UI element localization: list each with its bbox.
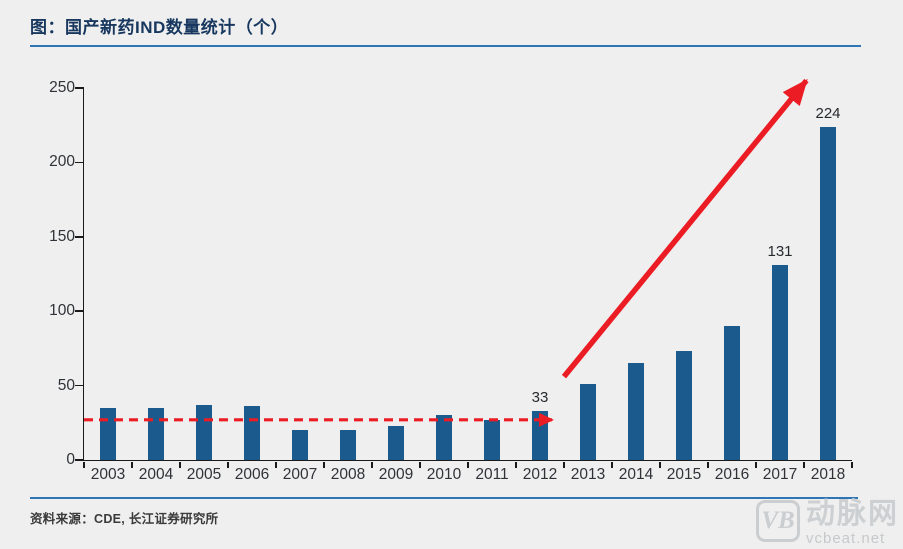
watermark-site: vcbeat.net (806, 530, 886, 547)
bar-2003 (100, 407, 116, 460)
x-axis-label: 2004 (138, 466, 174, 483)
y-axis-label: 0 (66, 451, 75, 468)
x-axis-label: 2005 (186, 466, 222, 483)
bar-2008 (340, 430, 356, 460)
y-axis-tick (75, 87, 84, 89)
title-underline (30, 45, 861, 47)
x-axis-label: 2006 (234, 466, 270, 483)
y-axis-tick (75, 384, 84, 387)
x-axis-label: 2015 (666, 466, 702, 483)
bar-2016 (724, 326, 740, 460)
y-axis-label: 100 (49, 302, 75, 320)
bar-2011 (484, 419, 500, 460)
y-axis-tick (75, 161, 84, 164)
bar-2006 (244, 406, 260, 460)
plot-area: 0 50 100 150 200 250 2003 2004 2005 2006 2007 2008 2… (49, 78, 853, 483)
y-axis-tick (75, 236, 84, 238)
x-axis-tick (83, 462, 85, 468)
x-axis-tick (419, 462, 421, 468)
watermark: VB 动脉网 vcbeat.net (756, 500, 899, 547)
x-axis-tick (179, 462, 181, 468)
bar-2004 (148, 407, 164, 460)
x-axis-label: 2014 (618, 466, 654, 483)
x-axis-tick (803, 462, 805, 468)
x-axis-tick (851, 462, 853, 468)
x-axis-label: 2013 (570, 466, 606, 483)
x-axis-label: 2016 (714, 466, 750, 483)
bar-2005 (196, 404, 212, 460)
y-axis-tick (75, 459, 84, 461)
x-axis-tick (563, 462, 565, 468)
chart-title: 图：国产新药IND数量统计（个） (30, 18, 289, 37)
y-axis-label: 200 (49, 153, 75, 171)
bar-2017 (772, 265, 788, 460)
x-axis-label: 2007 (282, 466, 318, 483)
bar-2018 (820, 126, 836, 460)
watermark-text: 动脉网 vcbeat.net (806, 498, 900, 548)
vcbeat-logo-icon: VB (756, 500, 800, 542)
bar-2007 (292, 430, 308, 460)
source-note: 资料来源：CDE, 长江证券研究所 (30, 512, 219, 526)
x-axis-tick (131, 462, 133, 468)
data-label-2018: 224 (815, 104, 841, 122)
x-axis-label: 2017 (762, 466, 798, 483)
x-axis-tick (323, 462, 325, 468)
bar-2012 (532, 410, 548, 460)
y-axis-tick (75, 310, 84, 312)
x-axis-label: 2003 (90, 466, 126, 483)
x-axis-label: 2018 (810, 466, 846, 483)
x-axis-tick (755, 462, 757, 468)
bar-2010 (436, 415, 452, 460)
bar-2015 (676, 351, 692, 460)
watermark-brand: 动脉网 (806, 498, 900, 530)
x-axis-label: 2009 (378, 466, 414, 483)
x-axis-tick (275, 462, 277, 468)
data-label-2012: 33 (531, 388, 549, 406)
x-axis-label: 2011 (475, 466, 509, 483)
x-axis-tick (227, 462, 229, 468)
x-axis-label: 2008 (330, 466, 366, 483)
bar-2009 (388, 425, 404, 460)
x-axis-label: 2012 (522, 466, 558, 483)
x-axis-tick (371, 462, 373, 468)
x-axis-tick (611, 462, 613, 468)
bar-2013 (580, 384, 596, 460)
trend-arrow (561, 78, 809, 379)
x-axis-tick (467, 462, 469, 468)
y-axis-label: 250 (49, 79, 75, 96)
x-axis-tick (659, 462, 661, 468)
y-axis-label: 150 (49, 227, 75, 245)
data-label-2017: 131 (767, 243, 793, 261)
x-axis-tick (707, 462, 709, 468)
bar-2014 (628, 363, 644, 460)
x-axis-label: 2010 (426, 466, 462, 483)
y-axis-label: 50 (57, 376, 75, 394)
footer-divider (30, 497, 858, 499)
x-axis-tick (515, 462, 517, 468)
